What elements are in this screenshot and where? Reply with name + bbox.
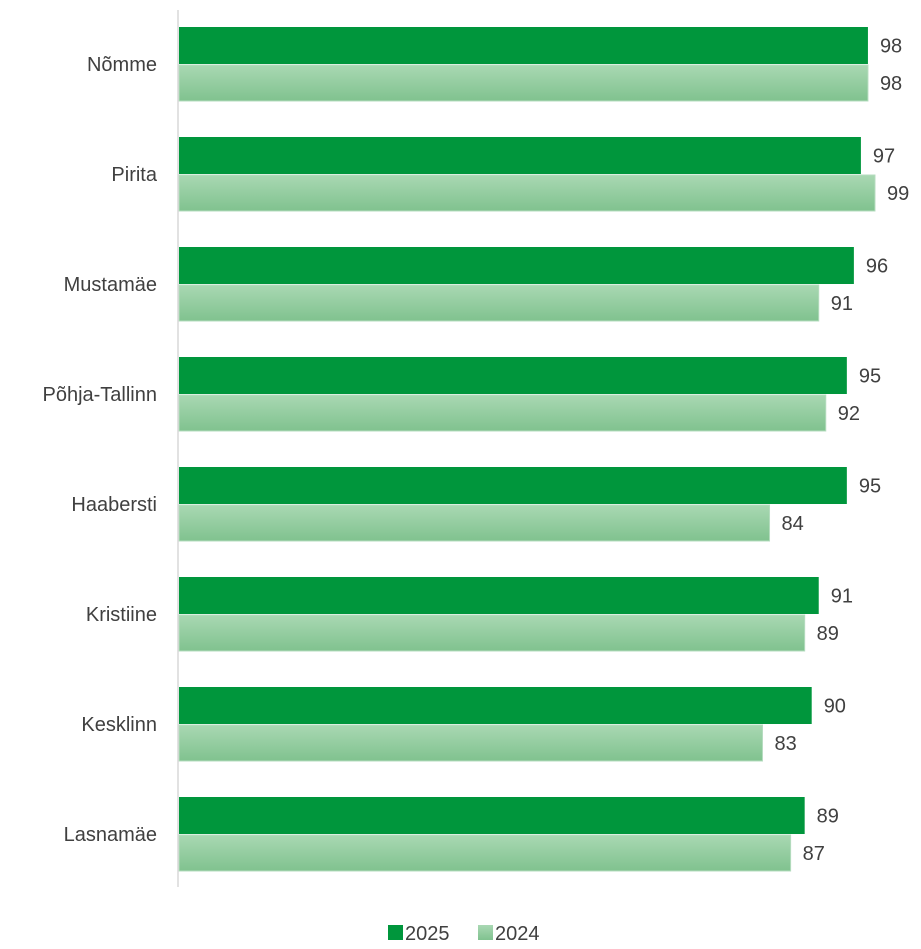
bar-2024 — [178, 394, 827, 432]
bar-2025 — [179, 27, 868, 64]
data-label-2024: 99 — [887, 183, 909, 205]
category-label: Pirita — [111, 164, 157, 186]
category-label: Lasnamäe — [64, 824, 157, 846]
data-label-2025: 96 — [866, 256, 888, 278]
bar-2025 — [179, 577, 819, 614]
data-label-2024: 92 — [838, 403, 860, 425]
legend-label-2024: 2024 — [495, 923, 540, 945]
bar-2024 — [178, 64, 869, 102]
bar-2025 — [179, 137, 861, 174]
data-label-2024: 91 — [831, 293, 853, 315]
category-label: Nõmme — [87, 54, 157, 76]
legend-swatch-2024 — [478, 925, 493, 940]
legend: 2025 2024 — [388, 923, 540, 945]
data-label-2024: 87 — [803, 843, 825, 865]
category-label: Mustamäe — [64, 274, 157, 296]
legend-swatch-2025 — [388, 925, 403, 940]
data-label-2024: 83 — [774, 733, 796, 755]
category-label: Põhja-Tallinn — [42, 384, 157, 406]
bar-2024 — [178, 504, 771, 542]
bar-2025 — [179, 467, 847, 504]
category-label: Kesklinn — [81, 714, 157, 736]
bars-layer — [178, 27, 876, 872]
data-label-2024: 98 — [880, 73, 902, 95]
bar-2025 — [179, 797, 805, 834]
bar-2025 — [179, 247, 854, 284]
data-label-2025: 95 — [859, 366, 881, 388]
bar-2025 — [179, 357, 847, 394]
data-label-2025: 91 — [831, 586, 853, 608]
bar-2024 — [178, 724, 763, 762]
bar-2025 — [179, 687, 812, 724]
legend-label-2025: 2025 — [405, 923, 450, 945]
bar-2024 — [178, 284, 820, 322]
data-label-2025: 95 — [859, 476, 881, 498]
data-label-2025: 97 — [873, 146, 895, 168]
data-label-2025: 98 — [880, 36, 902, 58]
data-label-2024: 89 — [817, 623, 839, 645]
data-label-2025: 90 — [824, 696, 846, 718]
bar-2024 — [178, 174, 876, 212]
data-label-2025: 89 — [817, 806, 839, 828]
data-label-2024: 84 — [782, 513, 804, 535]
bar-2024 — [178, 614, 806, 652]
category-label: Haabersti — [71, 494, 157, 516]
bar-2024 — [178, 834, 792, 872]
labels-layer: Nõmme 98 98 Pirita 97 99 Mustamäe 96 91 Põhja-Tal… — [42, 36, 909, 866]
category-label: Kristiine — [86, 604, 157, 626]
